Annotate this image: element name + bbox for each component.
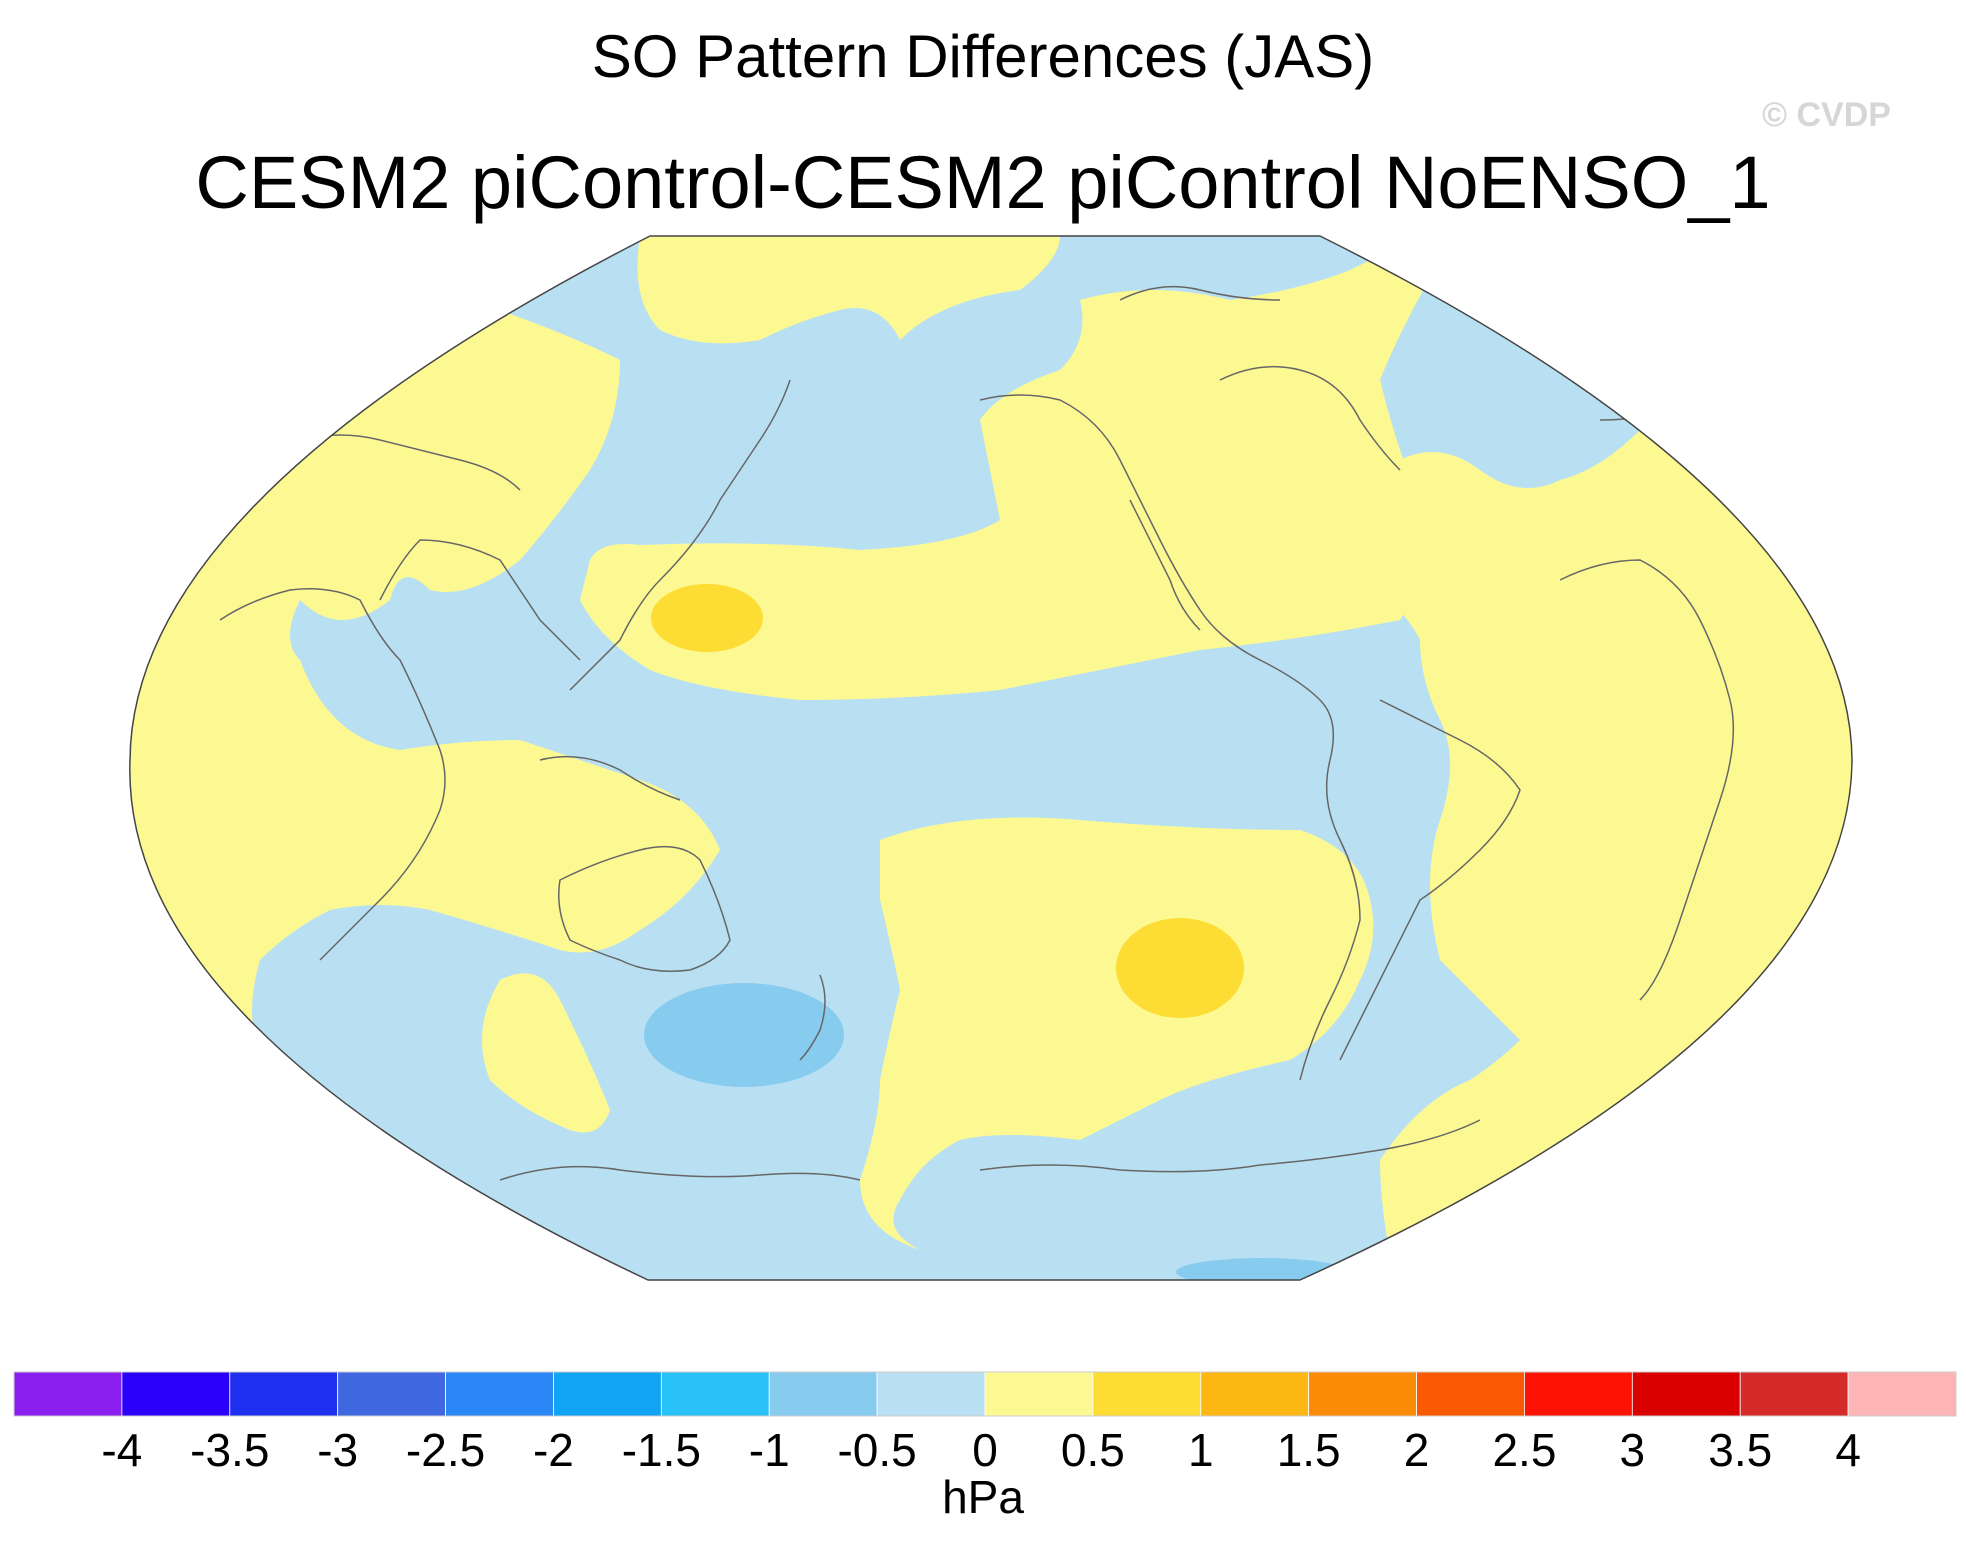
colorbar-swatch-12 [1308, 1371, 1417, 1417]
colorbar-tick-label: -3.5 [190, 1424, 269, 1476]
field-tasman-low [644, 983, 844, 1087]
colorbar-swatch-8 [876, 1371, 986, 1417]
colorbar-swatch-9 [984, 1371, 1094, 1417]
colorbar-tick-label: 3.5 [1708, 1424, 1772, 1476]
map-field [129, 236, 1852, 1280]
colorbar-tick-label: 4 [1835, 1424, 1861, 1476]
chart-title: SO Pattern Differences (JAS) [591, 23, 1375, 90]
field-north-pacific-high [651, 584, 763, 652]
colorbar-tick-label: -2.5 [406, 1424, 485, 1476]
colorbar-tick-label: -2 [533, 1424, 574, 1476]
colorbar-frame [13, 1371, 1957, 1417]
colorbar-swatch-5 [553, 1371, 662, 1417]
colorbar-tick-label: 0 [972, 1424, 998, 1476]
colorbar-swatch-11 [1200, 1371, 1310, 1417]
colorbar-tick-label: 1.5 [1277, 1424, 1341, 1476]
colorbar-swatch-13 [1416, 1371, 1525, 1417]
map-border [129, 235, 1853, 1281]
chart-subtitle: CESM2 piControl-CESM2 piControl NoENSO_1 [195, 141, 1771, 224]
field-positive-south-pacific [860, 817, 1374, 1250]
colorbar-swatch-15 [1631, 1371, 1741, 1417]
field-south-pacific-high [1116, 918, 1244, 1018]
colorbar-tick-label: 0.5 [1061, 1424, 1125, 1476]
colorbar-tick-label: 2 [1404, 1424, 1430, 1476]
colorbar-swatch-6 [660, 1371, 770, 1417]
field-positive-north-pacific [580, 236, 1440, 700]
colorbar-swatch-10 [1092, 1371, 1202, 1417]
colorbar-swatch-1 [121, 1371, 231, 1417]
colorbar-tick-label: 1 [1188, 1424, 1214, 1476]
colorbar-swatch-14 [1524, 1371, 1633, 1417]
colorbar-swatch-3 [337, 1371, 446, 1417]
colorbar-tick-label: -4 [101, 1424, 142, 1476]
colorbar-units-label: hPa [942, 1471, 1024, 1523]
colorbar-swatch-2 [229, 1371, 339, 1417]
coastlines [219, 285, 1761, 1181]
colorbar-tick-label: -1.5 [622, 1424, 701, 1476]
colorbar-swatch-0 [13, 1371, 123, 1417]
colorbar-tick-label: 2.5 [1492, 1424, 1556, 1476]
colorbar-tick-label: 3 [1620, 1424, 1646, 1476]
colorbar-swatch-7 [768, 1371, 878, 1417]
field-positive-siberia [637, 236, 1060, 344]
colorbar-swatch-16 [1739, 1371, 1849, 1417]
watermark: © CVDP [1762, 96, 1891, 134]
colorbar-tick-label: -1 [749, 1424, 790, 1476]
colorbar-swatch-4 [445, 1371, 554, 1417]
colorbar-swatch-17 [1847, 1371, 1957, 1417]
field-positive-indian-ocean [482, 973, 610, 1133]
colorbar-tick-label: -0.5 [837, 1424, 916, 1476]
colorbar-tick-label: -3 [317, 1424, 358, 1476]
